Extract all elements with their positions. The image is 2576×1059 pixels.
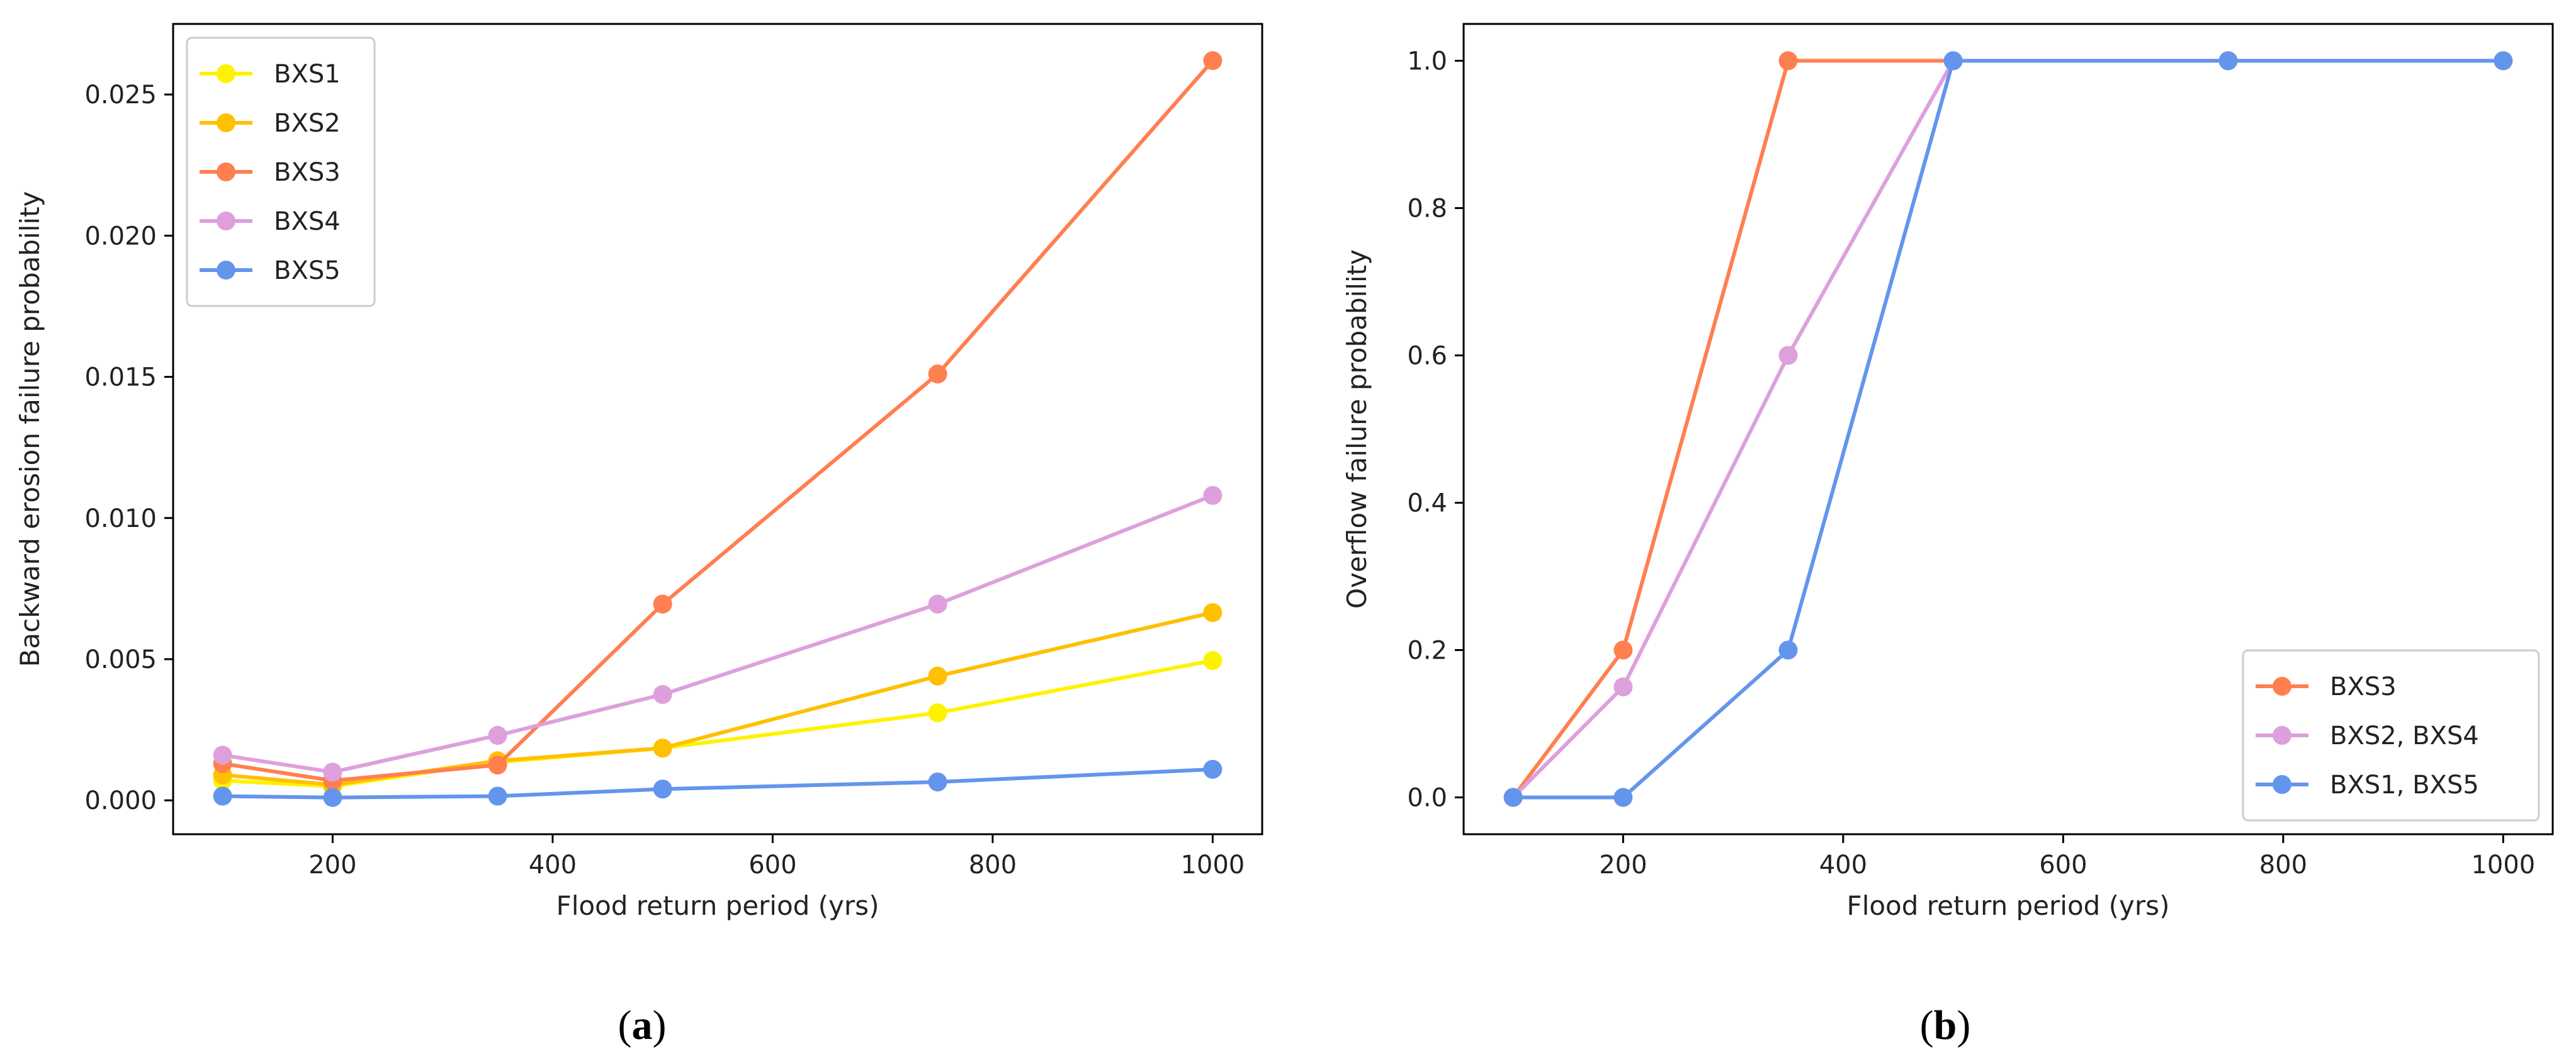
- y-tick-label: 0.6: [1407, 342, 1447, 371]
- data-point: [488, 726, 507, 745]
- data-point: [1203, 759, 1223, 779]
- legend-marker: [2273, 775, 2291, 794]
- legend-marker: [217, 64, 235, 83]
- y-tick-label: 0.0: [1407, 784, 1447, 813]
- chart-a: 200 400 600 800 1000 0.000 0.005 0.010 0.015 0.02…: [14, 23, 1263, 1048]
- legend-entry: BXS2, BXS4: [2330, 722, 2479, 750]
- data-point: [1503, 788, 1523, 807]
- legend-marker: [217, 113, 235, 132]
- y-tick-label: 0.8: [1407, 195, 1447, 224]
- legend-marker: [217, 212, 235, 230]
- y-tick-label: 0.000: [84, 786, 157, 815]
- legend-marker: [217, 261, 235, 280]
- y-tick-label: 0.005: [84, 645, 157, 674]
- y-tick-label: 0.020: [84, 222, 157, 251]
- data-point: [2494, 51, 2513, 71]
- panel-label-letter: b: [1934, 1002, 1957, 1048]
- x-tick-label: 600: [749, 851, 796, 880]
- data-point: [1778, 640, 1798, 660]
- x-tick-label: 200: [1599, 851, 1647, 880]
- data-point: [1613, 677, 1633, 696]
- data-point: [928, 666, 947, 686]
- data-point: [1778, 346, 1798, 365]
- panel-label-close: ): [653, 1002, 667, 1048]
- data-point: [1613, 640, 1633, 660]
- plot-frame: [1462, 23, 2554, 835]
- legend-entry: BXS4: [274, 207, 341, 236]
- y-tick-label: 1.0: [1407, 47, 1447, 76]
- y-tick-label: 0.015: [84, 363, 157, 392]
- data-point: [1943, 51, 1963, 71]
- data-point: [1203, 485, 1223, 505]
- data-point: [1778, 51, 1798, 71]
- data-point: [653, 739, 672, 758]
- panel-label: (b): [1920, 1002, 1971, 1048]
- x-tick-label: 1000: [1180, 851, 1245, 880]
- legend-marker: [2273, 677, 2291, 696]
- data-point: [2218, 51, 2238, 71]
- x-tick-label: 400: [529, 851, 577, 880]
- x-tick-label: 200: [308, 851, 356, 880]
- data-point: [323, 762, 342, 782]
- data-point: [488, 786, 507, 806]
- data-point: [1203, 51, 1223, 71]
- legend-entry: BXS1: [274, 60, 341, 89]
- legend: [186, 37, 376, 307]
- panel-label-letter: a: [632, 1002, 653, 1048]
- data-point: [653, 685, 672, 705]
- series-line-bxs1-bxs5: [1513, 59, 2504, 800]
- data-point: [1203, 651, 1223, 671]
- y-axis-title: Overflow failure probability: [1342, 249, 1372, 609]
- legend-marker: [2273, 726, 2291, 745]
- data-point: [1203, 603, 1223, 622]
- x-axis-title: Flood return period (yrs): [556, 890, 879, 921]
- legend-entry: BXS2: [274, 109, 341, 138]
- data-point: [928, 773, 947, 792]
- plot-frame: [172, 23, 1263, 835]
- legend-entry: BXS1, BXS5: [2330, 771, 2479, 800]
- series-line-bxs5: [222, 767, 1213, 800]
- x-tick-label: 600: [2039, 851, 2087, 880]
- x-axis-title: Flood return period (yrs): [1847, 890, 2170, 921]
- x-tick-label: 1000: [2471, 851, 2535, 880]
- data-point: [213, 745, 232, 765]
- data-point: [928, 594, 947, 614]
- data-point: [1613, 788, 1633, 807]
- legend-entry: BXS5: [274, 256, 341, 285]
- legend-entry: BXS3: [274, 158, 341, 187]
- legend: [2242, 649, 2540, 822]
- panel-label-open: (: [618, 1002, 632, 1048]
- series-line-bxs2: [222, 611, 1214, 787]
- y-tick-label: 0.2: [1407, 637, 1447, 665]
- data-point: [653, 779, 672, 799]
- data-point: [928, 365, 947, 384]
- legend-entry: BXS3: [2330, 672, 2397, 701]
- series-line-bxs3: [222, 59, 1214, 783]
- panel-label-open: (: [1920, 1002, 1934, 1048]
- series-line-bxs1: [222, 659, 1213, 788]
- x-tick-label: 800: [969, 851, 1017, 880]
- panel-label: (a): [618, 1002, 667, 1048]
- y-axis-title: Backward erosion failure probability: [14, 191, 45, 667]
- x-tick-label: 400: [1819, 851, 1867, 880]
- y-tick-label: 0.010: [84, 504, 157, 533]
- y-tick-label: 0.025: [84, 81, 157, 110]
- panel-label-close: ): [1957, 1002, 1970, 1048]
- series-line-bxs4: [222, 494, 1214, 774]
- data-point: [928, 703, 947, 723]
- x-tick-label: 800: [2259, 851, 2307, 880]
- legend-marker: [217, 162, 235, 181]
- y-tick-label: 0.4: [1407, 489, 1447, 518]
- data-point: [323, 788, 342, 807]
- chart-b: 200 400 600 800 1000 0.0 0.2 0.4 0.6 0.8 1.0 Flood …: [1342, 23, 2554, 1048]
- data-point: [653, 594, 672, 614]
- data-point: [213, 786, 232, 806]
- data-point: [488, 756, 507, 775]
